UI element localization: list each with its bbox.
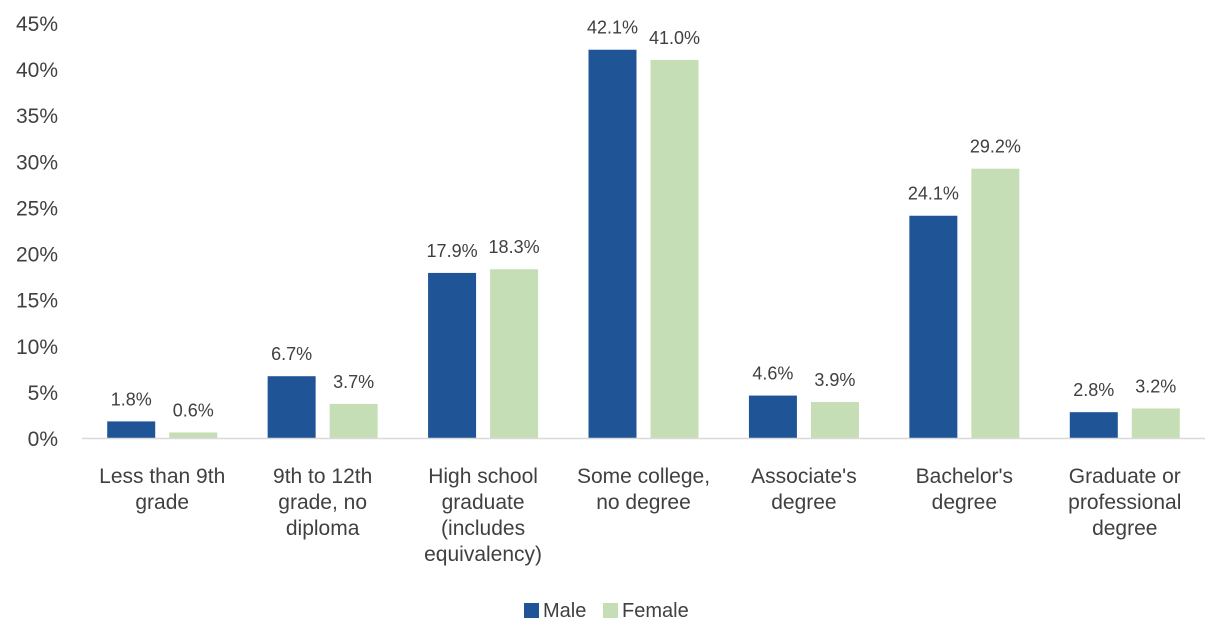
category-labels: Less than 9th grade 9th to 12th grade, no di… [99, 465, 1181, 566]
bar-male [909, 215, 958, 438]
bar-female [490, 269, 539, 438]
data-label-male: 1.8% [111, 389, 152, 409]
y-tick-label: 10% [16, 336, 58, 359]
y-tick-label: 30% [16, 151, 58, 174]
bar-male [428, 272, 477, 438]
y-tick-label: 25% [16, 197, 58, 220]
bar-female [329, 403, 378, 438]
bar-male [107, 421, 156, 438]
data-label-female: 18.3% [489, 237, 540, 257]
y-tick-label: 35% [16, 105, 58, 128]
category-label: Less than 9th grade [99, 465, 225, 514]
category-label: Graduate or professional degree [1068, 465, 1181, 540]
data-label-male: 2.8% [1073, 380, 1114, 400]
bar-female [650, 59, 699, 439]
data-label-female: 41.0% [649, 28, 700, 48]
y-tick-label: 40% [16, 59, 58, 82]
legend-swatch-male [524, 603, 539, 618]
category-label: Some college, no degree [577, 465, 710, 514]
bar-male [267, 376, 316, 438]
data-label-female: 0.6% [173, 400, 214, 420]
y-tick-label: 20% [16, 244, 58, 267]
bar-male [588, 49, 637, 438]
category-label: High school graduate (includes equivalency) [424, 465, 542, 566]
legend: Male Female [524, 600, 689, 622]
legend-label-male: Male [543, 600, 586, 622]
data-label-female: 29.2% [970, 137, 1021, 157]
data-label-male: 17.9% [427, 241, 478, 261]
legend-swatch-female [603, 603, 618, 618]
category-label: Associate's degree [751, 465, 857, 514]
bar-female [971, 168, 1020, 438]
category-label: 9th to 12th grade, no diploma [273, 465, 372, 540]
y-tick-label: 0% [28, 428, 58, 451]
category-label: Bachelor's degree [916, 465, 1013, 514]
y-axis-ticks: 0% 5% 10% 15% 20% 25% 30% 35% 40% 45% [16, 13, 58, 451]
bar-male [1069, 412, 1118, 438]
data-label-female: 3.9% [814, 370, 855, 390]
y-tick-label: 45% [16, 13, 58, 36]
data-label-female: 3.2% [1135, 376, 1176, 396]
bars [107, 49, 1180, 439]
legend-label-female: Female [622, 600, 689, 622]
data-label-male: 6.7% [271, 344, 312, 364]
data-labels: 1.8% 0.6% 6.7% 3.7% 17.9% 18.3% 42.1% 41.0% 4.6%… [111, 18, 1177, 421]
data-label-male: 4.6% [752, 364, 793, 384]
y-tick-label: 15% [16, 290, 58, 313]
y-tick-label: 5% [28, 382, 58, 405]
data-label-female: 3.7% [333, 372, 374, 392]
data-label-male: 24.1% [908, 184, 959, 204]
bar-female [169, 432, 218, 438]
bar-female [1131, 408, 1180, 438]
bar-male [748, 395, 797, 438]
bar-female [810, 402, 859, 438]
data-label-male: 42.1% [587, 18, 638, 38]
